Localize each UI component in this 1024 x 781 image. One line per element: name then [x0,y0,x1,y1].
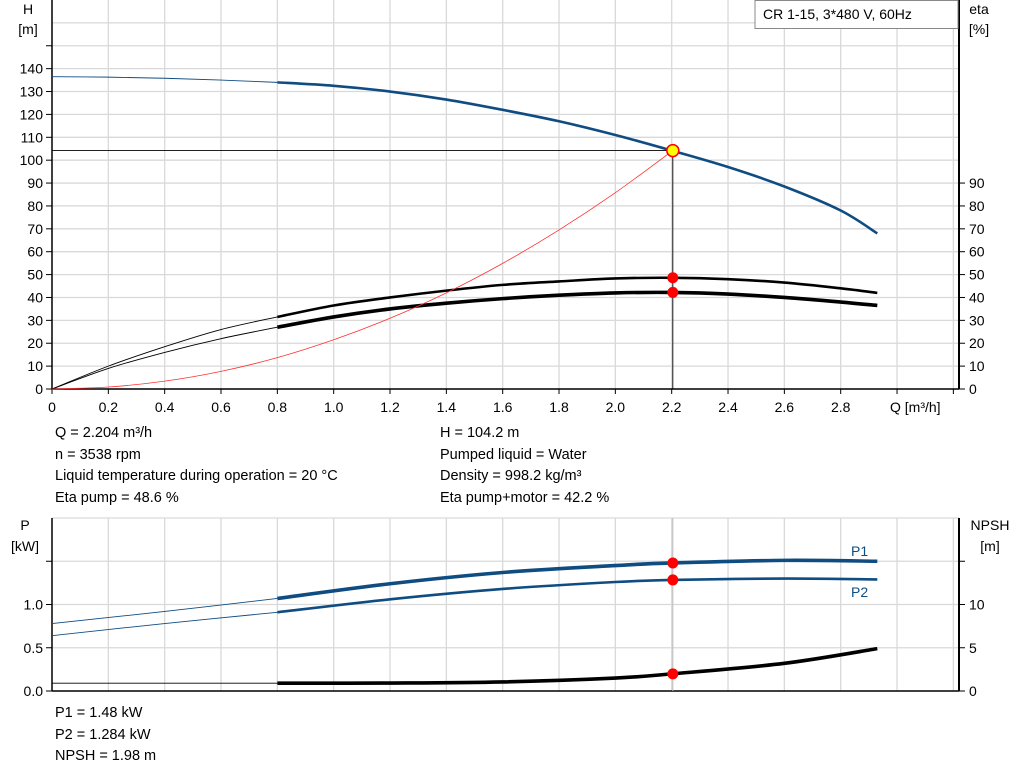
y-tick-label: 140 [20,61,44,77]
y-axis-unit: [kW] [11,538,39,554]
x-tick-label: 1.2 [380,399,400,415]
y-tick-label: 1.0 [24,597,44,613]
y2-tick-label: 50 [969,267,985,283]
y-tick-label: 20 [27,335,43,351]
y2-tick-label: 0 [969,683,977,699]
x-tick-label: 0.6 [211,399,231,415]
curve-P1 [277,558,878,601]
info-head: H = 104.2 m [440,425,520,441]
info-right: H = 104.2 m Pumped liquid = Water Densit… [440,423,609,509]
curve-P2 [277,577,878,614]
info-npsh: NPSH = 1.98 m [55,748,157,764]
info-bottom: P1 = 1.48 kW P2 = 1.284 kW NPSH = 1.98 m [55,703,156,768]
y-tick-label: 110 [21,129,44,145]
y-tick-label: 100 [20,152,44,168]
y2-tick-label: 0 [969,381,977,397]
y2-axis-unit: [m] [980,538,999,554]
info-left: Q = 2.204 m³/h n = 3538 rpm Liquid tempe… [55,423,338,509]
y2-tick-label: 60 [969,244,985,260]
curve-eta_pump [277,276,878,319]
info-speed: n = 3538 rpm [55,446,141,463]
y-tick-label: 120 [20,106,44,122]
y2-tick-label: 80 [969,198,985,214]
curve-eta_total-extrapolated [51,326,278,390]
x-tick-label: 2.4 [718,399,738,415]
x-tick-label: 1.6 [493,399,513,415]
info-eta-total: Eta pump+motor = 42.2 % [440,489,610,506]
duty-point-eta-pump [667,272,679,284]
title-box [754,0,959,29]
x-tick-label: 0 [48,399,56,415]
y-axis-label: H [23,1,33,17]
x-tick-label: 1.0 [324,399,344,415]
y-tick-label: 10 [27,358,43,374]
chart-title: CR 1-15, 3*480 V, 60Hz [763,6,912,22]
info-p2: P2 = 1.284 kW [55,726,151,743]
curve-eta_pump-extrapolated [51,316,278,390]
x-tick-label: 0.8 [268,399,288,415]
legend-label-p2: P2 [851,584,868,600]
y2-tick-label: 5 [969,640,977,656]
curve-H-extrapolated [51,76,278,83]
y-tick-label: 30 [27,312,43,328]
x-tick-label: 1.8 [549,399,569,415]
y-tick-label: 80 [27,198,43,214]
power-npsh-chart: 0.0 0.5 1.0 0 5 10 P [kW] NPSH [m] P1 P2 [11,517,1009,699]
y2-tick-label: 10 [969,597,985,613]
x-axis-label: Q [m³/h] [890,399,941,415]
legend-label-p1: P1 [851,543,868,559]
y2-axis-label: eta [969,1,989,17]
info-density: Density = 998.2 kg/m³ [440,468,582,484]
y-tick-label: 70 [27,221,43,237]
duty-point-eta-total [667,286,679,298]
curve-H [277,81,879,235]
y-tick-label: 50 [27,267,43,283]
y-axis-unit: [m] [18,21,37,37]
x-tick-label: 2.2 [662,399,682,415]
y2-tick-label: 40 [969,289,985,305]
x-tick-label: 1.4 [437,399,457,415]
y2-tick-label: 10 [969,358,985,374]
curve-NPSH [277,646,878,686]
duty-point-head [666,143,680,158]
y2-tick-label: 70 [969,221,985,237]
y-axis-label: P [20,517,29,533]
info-p1: P1 = 1.48 kW [55,705,143,721]
y2-axis-label: NPSH [971,517,1010,533]
y-tick-label: 40 [27,289,43,305]
y2-axis-unit: [%] [969,21,989,37]
info-temperature: Liquid temperature during operation = 20… [55,468,338,484]
head-efficiency-chart: 0 0.2 0.4 0.6 0.8 1.0 1.2 1.4 1.6 1.8 2.0 2.2 2.4 2.6… [18,0,989,415]
y-tick-label: 0.0 [24,683,44,699]
curve-P2-extrapolated [51,611,278,637]
y2-tick-label: 30 [969,312,985,328]
y-tick-label: 60 [27,244,43,260]
y2-tick-label: 20 [969,335,985,351]
info-eta-pump: Eta pump = 48.6 % [55,489,179,506]
duty-point-p2 [667,574,679,586]
info-flow: Q = 2.204 m³/h [55,425,153,441]
curve-eta_total [277,290,878,329]
y2-tick-label: 90 [969,175,985,191]
x-tick-label: 0.4 [155,399,175,415]
y-tick-label: 130 [20,84,44,100]
info-liquid: Pumped liquid = Water [440,446,587,463]
x-tick-label: 0.2 [99,399,119,415]
y-tick-label: 0.5 [24,640,44,656]
x-tick-label: 2.6 [775,399,795,415]
duty-point-p1 [667,557,679,569]
y-tick-label: 90 [27,175,43,191]
y-tick-label: 0 [35,381,43,397]
x-tick-label: 2.0 [606,399,626,415]
curve-system [51,150,674,390]
curve-P1-extrapolated [51,597,278,624]
duty-point-npsh [667,668,679,680]
x-tick-label: 2.8 [831,399,851,415]
